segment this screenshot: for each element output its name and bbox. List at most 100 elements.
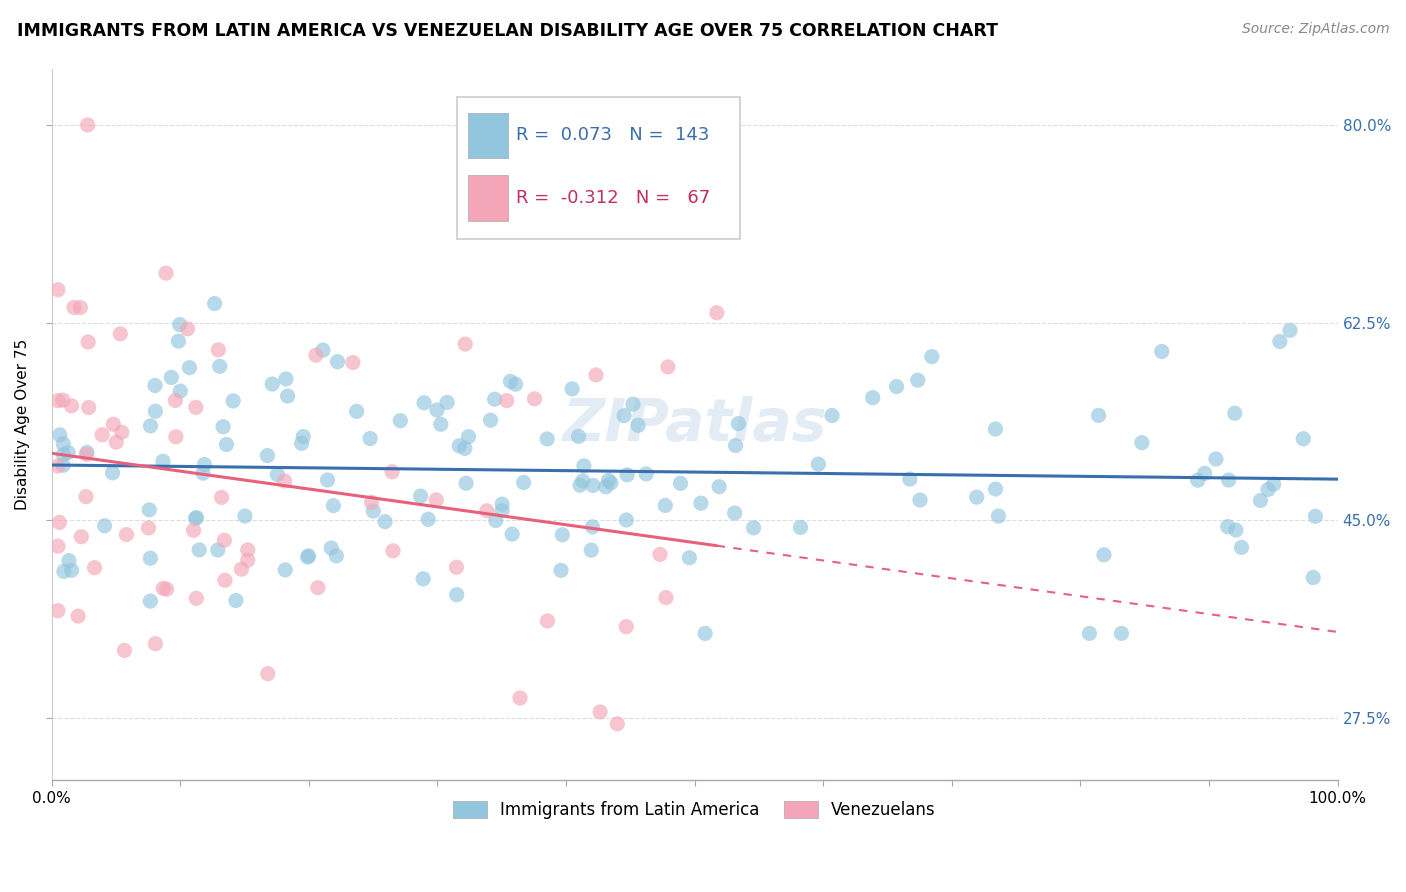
Point [499, 375, 522, 389]
Point [186, 510, 208, 524]
Point [60, 563, 83, 577]
Point [184, 401, 207, 415]
Point [91, 427, 114, 442]
Point [139, 594, 162, 608]
Point [56, 445, 79, 459]
Point [77, 334, 100, 349]
Point [1078, 626, 1101, 640]
Point [225, 593, 247, 607]
Point [446, 560, 468, 574]
Point [648, 548, 671, 562]
Point [907, 373, 929, 387]
Point [921, 350, 943, 364]
Point [454, 442, 477, 456]
Point [143, 378, 166, 392]
Point [614, 513, 637, 527]
Point [475, 504, 498, 518]
Point [207, 343, 229, 357]
Point [222, 393, 245, 408]
Point [152, 582, 174, 596]
Point [501, 527, 523, 541]
Point [627, 418, 650, 433]
Point [70, 530, 93, 544]
Point [585, 368, 607, 382]
Point [491, 497, 513, 511]
Point [69, 301, 91, 315]
Point [52, 565, 75, 579]
Point [93, 518, 115, 533]
Point [561, 382, 583, 396]
Point [256, 449, 278, 463]
Point [165, 430, 187, 444]
Point [233, 508, 256, 523]
Point [789, 520, 811, 534]
Point [1130, 435, 1153, 450]
Point [412, 572, 434, 586]
Point [1223, 406, 1246, 420]
Point [1216, 519, 1239, 533]
Point [191, 466, 214, 480]
Point [654, 499, 676, 513]
Point [598, 473, 620, 487]
Point [188, 543, 211, 558]
Point [346, 404, 368, 418]
Point [46, 604, 69, 618]
Point [595, 480, 617, 494]
Point [523, 392, 546, 406]
Point [215, 437, 238, 451]
Point [262, 377, 284, 392]
Point [114, 643, 136, 657]
Point [292, 429, 315, 443]
Point [581, 543, 603, 558]
Point [457, 430, 479, 444]
Point [52, 437, 75, 451]
Point [606, 716, 628, 731]
Point [1278, 323, 1301, 337]
Point [322, 499, 344, 513]
Point [614, 620, 637, 634]
Point [52, 393, 75, 408]
Y-axis label: Disability Age Over 75: Disability Age Over 75 [15, 339, 30, 510]
Point [569, 478, 592, 492]
Point [266, 467, 288, 482]
Point [326, 355, 349, 369]
Point [360, 495, 382, 509]
Point [305, 348, 328, 362]
Text: IMMIGRANTS FROM LATIN AMERICA VS VENEZUELAN DISABILITY AGE OVER 75 CORRELATION C: IMMIGRANTS FROM LATIN AMERICA VS VENEZUE… [17, 22, 998, 40]
Point [491, 504, 513, 518]
Point [426, 403, 449, 417]
Point [60, 399, 83, 413]
Point [1150, 344, 1173, 359]
Point [156, 582, 179, 597]
Point [636, 467, 658, 481]
Point [456, 476, 478, 491]
Point [183, 524, 205, 538]
Point [169, 384, 191, 398]
Point [307, 581, 329, 595]
Point [436, 395, 458, 409]
Point [273, 474, 295, 488]
Point [1268, 334, 1291, 349]
Point [536, 432, 558, 446]
Point [52, 458, 75, 473]
Legend: Immigrants from Latin America, Venezuelans: Immigrants from Latin America, Venezuela… [447, 794, 942, 825]
Point [382, 544, 405, 558]
Point [669, 476, 692, 491]
Point [1092, 548, 1115, 562]
Point [103, 417, 125, 432]
Point [425, 492, 447, 507]
Point [449, 439, 471, 453]
Point [984, 422, 1007, 436]
Point [707, 480, 730, 494]
Point [862, 391, 884, 405]
Point [966, 490, 988, 504]
Point [724, 438, 747, 452]
Point [706, 306, 728, 320]
Point [138, 503, 160, 517]
Point [211, 491, 233, 505]
Point [52, 448, 75, 462]
Point [693, 626, 716, 640]
Point [111, 425, 134, 440]
Point [359, 432, 381, 446]
Point [208, 359, 231, 374]
